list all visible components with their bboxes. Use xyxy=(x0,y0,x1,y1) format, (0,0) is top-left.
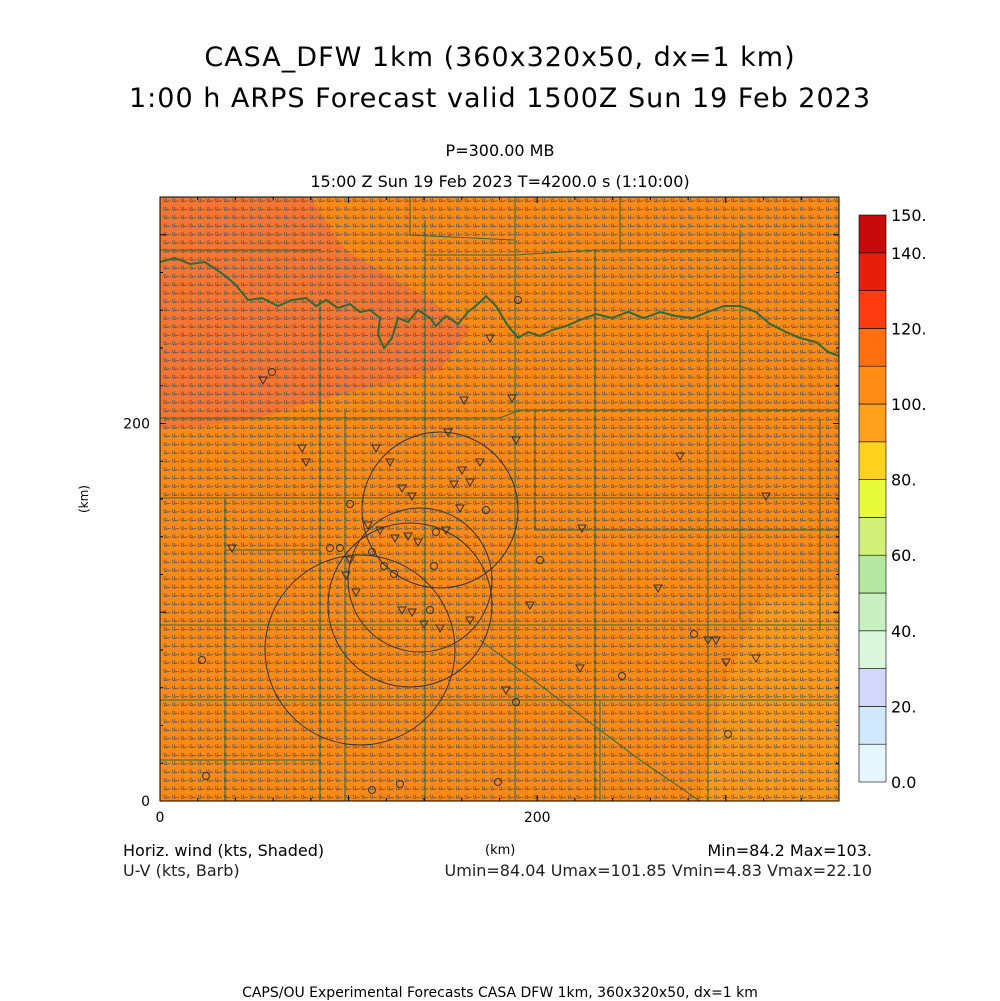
colorbar-label-2: 40. xyxy=(891,622,916,641)
station-circles xyxy=(197,296,732,794)
colorbar-bin-40-50 xyxy=(858,592,887,632)
colorbar xyxy=(858,214,887,783)
x-tick-label-0: 0 xyxy=(156,810,165,826)
credit-line: CAPS/OU Experimental Forecasts CASA DFW … xyxy=(242,985,758,1001)
colorbar-bin-110-120 xyxy=(858,328,887,367)
county-lines xyxy=(160,197,839,801)
colorbar-bin-140-150 xyxy=(858,214,887,254)
wind-speed-maximum-region xyxy=(160,197,470,430)
pressure-level: P=300.00 MB xyxy=(445,141,555,160)
colorbar-bin-0-10 xyxy=(858,743,887,783)
range-ring-1 xyxy=(361,431,519,589)
colorbar-bin-130-140 xyxy=(858,252,887,291)
colorbar-label-7: 140. xyxy=(891,244,927,263)
map-area xyxy=(160,197,839,801)
colorbar-bin-100-110 xyxy=(858,365,887,405)
colorbar-bin-60-70 xyxy=(858,517,887,556)
colorbar-bin-10-20 xyxy=(858,706,887,745)
colorbar-bin-50-60 xyxy=(858,554,887,594)
range-ring-2 xyxy=(347,507,493,653)
wind-barb-field xyxy=(163,198,839,799)
y-axis-label: (km) xyxy=(77,485,91,513)
colorbar-label-4: 80. xyxy=(891,471,916,490)
colorbar-label-3: 60. xyxy=(891,546,916,565)
wind-barbs xyxy=(163,198,839,799)
barb-description: U-V (kts, Barb) xyxy=(123,861,240,880)
uv-statistics: Umin=84.04 Umax=101.85 Vmin=4.83 Vmax=22… xyxy=(444,861,872,880)
axis-ticks xyxy=(159,196,840,802)
colorbar-label-5: 100. xyxy=(891,395,927,414)
y-tick-label-200: 200 xyxy=(123,417,150,433)
range-ring-4 xyxy=(327,522,493,688)
county-boundaries xyxy=(160,197,839,801)
y-tick-label-0: 0 xyxy=(141,794,150,810)
colorbar-bin-70-80 xyxy=(858,479,887,518)
colorbar-bin-90-100 xyxy=(858,403,887,443)
colorbar-labels: 0.0 20. 40. 60. 80. 100. 120. 140. 150. xyxy=(891,206,927,792)
station-triangles xyxy=(227,334,771,696)
colorbar-label-8: 150. xyxy=(891,206,927,225)
observation-stations xyxy=(197,296,771,794)
state-border xyxy=(160,256,839,357)
colorbar-bin-20-30 xyxy=(858,668,887,707)
x-axis-label: (km) xyxy=(485,843,516,858)
x-tick-label-200: 200 xyxy=(524,810,551,826)
colorbar-label-1: 20. xyxy=(891,697,916,716)
colorbar-bin-120-130 xyxy=(858,290,887,329)
min-max-values: Min=84.2 Max=103. xyxy=(707,841,872,860)
valid-time: 15:00 Z Sun 19 Feb 2023 T=4200.0 s (1:10… xyxy=(310,172,690,191)
field-description: Horiz. wind (kts, Shaded) xyxy=(123,841,325,860)
wind-speed-minimum-region xyxy=(700,590,839,801)
tick-marks xyxy=(159,196,840,802)
colorbar-label-0: 0.0 xyxy=(891,773,916,792)
range-ring-3 xyxy=(264,554,456,746)
radar-range-rings xyxy=(264,431,519,746)
colorbar-label-6: 120. xyxy=(891,319,927,338)
colorbar-bin-30-40 xyxy=(858,630,887,669)
colorbar-bin-80-90 xyxy=(858,441,887,480)
plot-title-line2: 1:00 h ARPS Forecast valid 1500Z Sun 19 … xyxy=(129,83,871,114)
plot-title-line1: CASA_DFW 1km (360x320x50, dx=1 km) xyxy=(204,42,796,73)
